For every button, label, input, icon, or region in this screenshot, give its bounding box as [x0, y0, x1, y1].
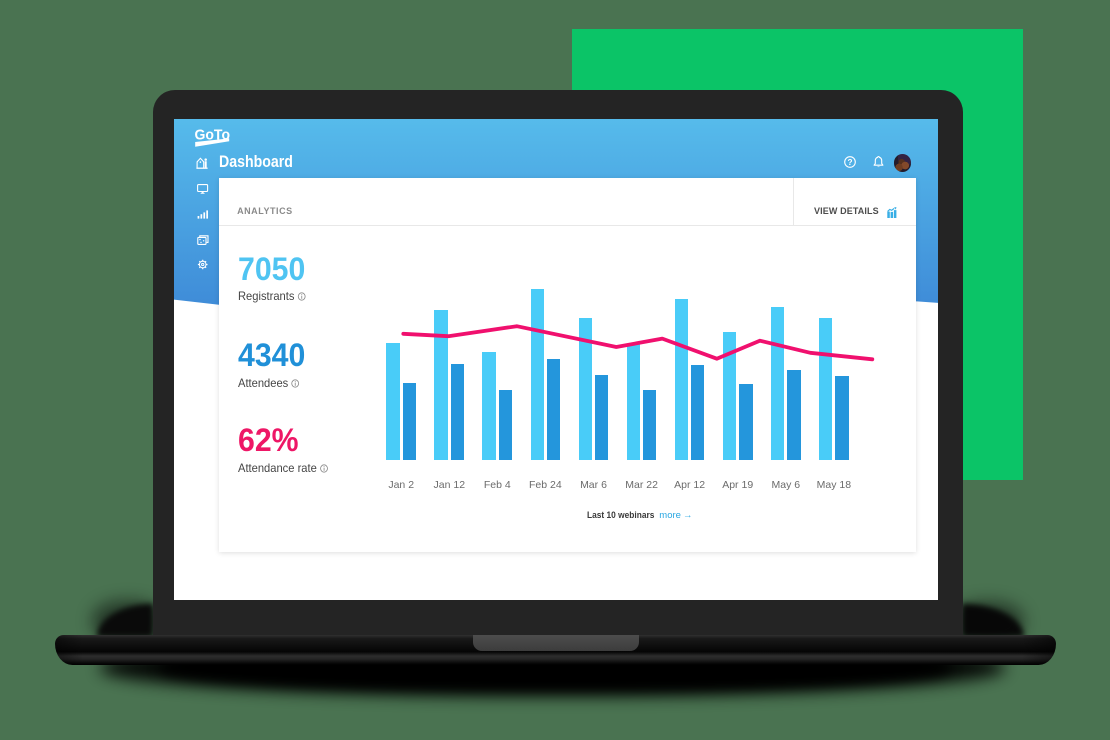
svg-text:?: ? — [847, 158, 852, 167]
